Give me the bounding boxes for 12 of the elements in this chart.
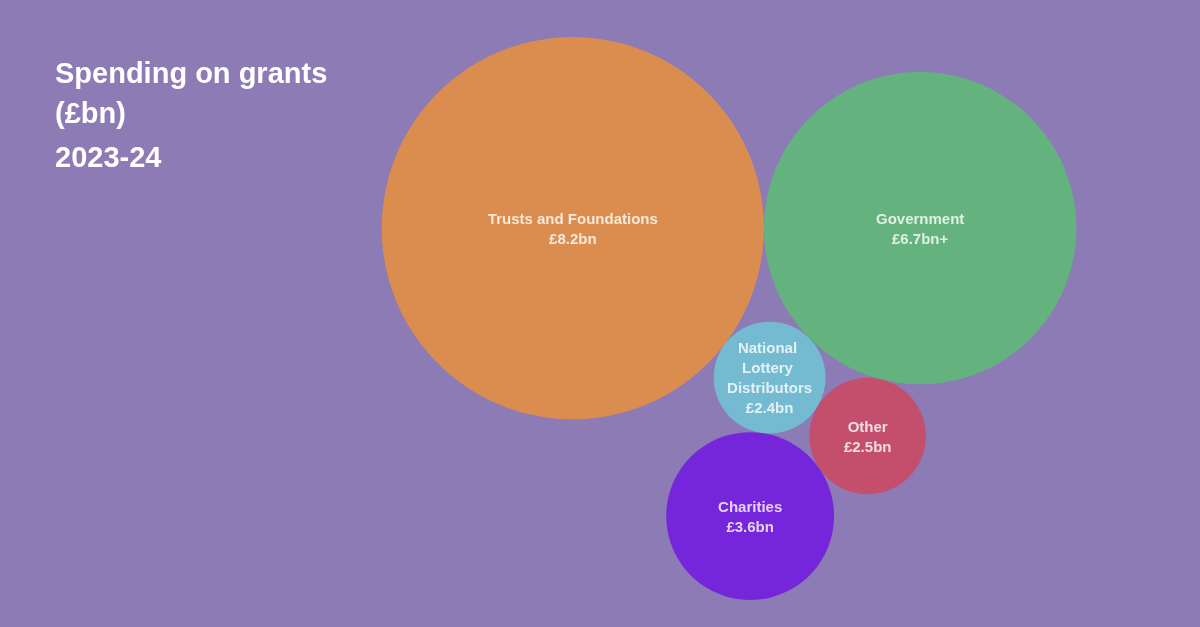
data-label: £2.5bn — [843, 437, 892, 455]
category-label: Charities — [718, 497, 783, 515]
category-label: Trusts and Foundations — [487, 209, 658, 227]
category-label: Other — [847, 417, 888, 435]
data-label: £8.2bn — [549, 229, 597, 247]
data-label: £6.7bn+ — [892, 229, 949, 247]
category-label: National Lottery Distributors — [727, 339, 813, 397]
data-label: £2.4bn — [745, 399, 794, 417]
text: 2023-24 — [55, 141, 162, 173]
category-label: Government — [875, 209, 965, 227]
data-label: £3.6bn — [726, 517, 774, 535]
text: Spending on grants (£bn) — [55, 57, 336, 129]
